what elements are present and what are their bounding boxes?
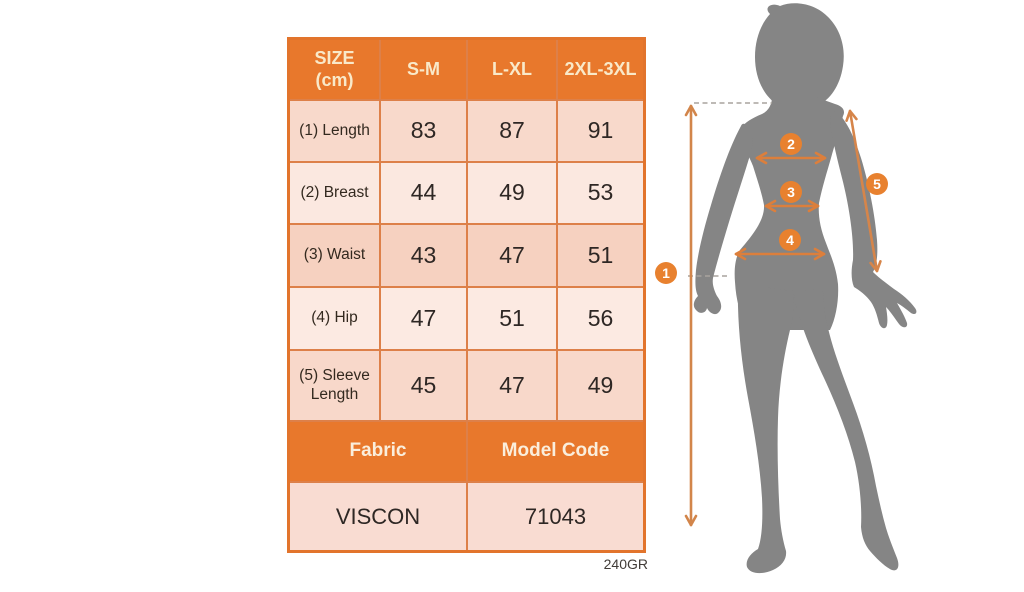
silhouette-torso — [734, 92, 845, 330]
silhouette-right-leg — [794, 289, 899, 571]
size-table: SIZE (cm) S-M L-XL 2XL-3XL (1) Length 83… — [287, 37, 646, 553]
size-col-sm: S-M — [381, 40, 466, 99]
marker-circle — [780, 181, 802, 203]
marker-number: 3 — [787, 184, 795, 200]
fabric-value: VISCON — [290, 483, 466, 550]
silhouette-right-arm — [830, 111, 917, 329]
weight-note: 240GR — [603, 556, 648, 572]
marker-circle — [780, 133, 802, 155]
measurement-value: 47 — [381, 288, 466, 349]
waist-arrow — [764, 199, 820, 213]
marker-4: 4 — [779, 229, 801, 251]
size-col-2xl3xl: 2XL-3XL — [558, 40, 643, 99]
marker-number: 5 — [873, 176, 881, 192]
marker-3: 3 — [780, 181, 802, 203]
measurement-value: 87 — [468, 101, 556, 161]
size-header-cell: SIZE (cm) — [290, 40, 379, 99]
measurement-value: 53 — [558, 163, 643, 223]
model-code-value: 71043 — [468, 483, 643, 550]
measurement-value: 56 — [558, 288, 643, 349]
marker-circle — [866, 173, 888, 195]
silhouette-left-leg — [737, 284, 794, 574]
measurement-value: 47 — [468, 225, 556, 286]
marker-number: 4 — [786, 232, 794, 248]
measurement-label-waist: (3) Waist — [290, 225, 379, 286]
marker-circle — [779, 229, 801, 251]
marker-circle — [655, 262, 677, 284]
breast-arrow — [755, 151, 827, 165]
measurement-value: 44 — [381, 163, 466, 223]
sleeve-arrow — [845, 109, 882, 273]
silhouette-head — [755, 3, 844, 110]
measurement-label-breast: (2) Breast — [290, 163, 379, 223]
marker-number: 1 — [662, 265, 670, 281]
woman-silhouette — [693, 3, 917, 574]
measurement-value: 49 — [558, 351, 643, 420]
measurement-value: 83 — [381, 101, 466, 161]
measurement-label-hip: (4) Hip — [290, 288, 379, 349]
measurement-value: 47 — [468, 351, 556, 420]
marker-5: 5 — [866, 173, 888, 195]
silhouette-left-arm — [693, 123, 753, 315]
marker-2: 2 — [780, 133, 802, 155]
measurement-value: 43 — [381, 225, 466, 286]
measurement-label-length: (1) Length — [290, 101, 379, 161]
marker-number: 2 — [787, 136, 795, 152]
fabric-header: Fabric — [290, 422, 466, 481]
measurement-label-sleeve: (5) Sleeve Length — [290, 351, 379, 420]
measurement-value: 51 — [468, 288, 556, 349]
model-code-header: Model Code — [468, 422, 643, 481]
measurement-value: 51 — [558, 225, 643, 286]
measurement-value: 91 — [558, 101, 643, 161]
hip-arrow — [734, 247, 826, 261]
marker-1: 1 — [655, 262, 677, 284]
size-col-lxl: L-XL — [468, 40, 556, 99]
measurement-value: 49 — [468, 163, 556, 223]
measurement-value: 45 — [381, 351, 466, 420]
length-arrow — [684, 104, 698, 527]
